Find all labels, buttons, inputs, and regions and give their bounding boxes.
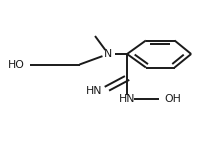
Text: HN: HN [119,94,135,104]
Text: N: N [104,49,112,59]
Text: HN: HN [86,87,103,96]
Text: OH: OH [165,94,181,104]
Text: HO: HO [8,60,25,69]
